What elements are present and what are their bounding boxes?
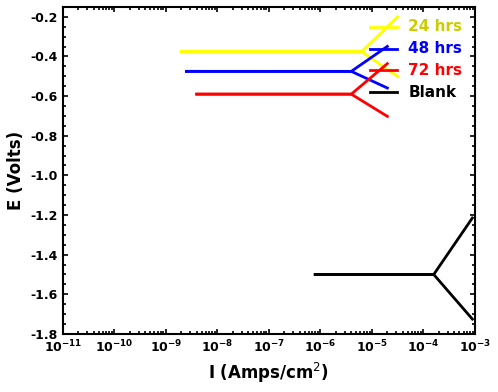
- 72 hrs: [209, 92, 215, 96]
- 24 hrs: [196, 49, 202, 54]
- Blank: [361, 272, 367, 277]
- 24 hrs: [251, 49, 257, 54]
- Blank: [324, 272, 330, 277]
- Line: 24 hrs: 24 hrs: [181, 17, 398, 51]
- 24 hrs: [178, 49, 184, 54]
- 48 hrs: [378, 48, 384, 53]
- Legend: 24 hrs, 48 hrs, 72 hrs, Blank: 24 hrs, 48 hrs, 72 hrs, Blank: [364, 14, 468, 106]
- 48 hrs: [384, 44, 390, 49]
- Blank: [463, 225, 469, 230]
- Blank: [312, 272, 318, 277]
- 48 hrs: [183, 69, 189, 74]
- 72 hrs: [378, 66, 384, 71]
- 72 hrs: [194, 92, 200, 96]
- Line: 72 hrs: 72 hrs: [197, 64, 387, 94]
- 72 hrs: [384, 61, 390, 66]
- 72 hrs: [256, 92, 262, 96]
- 72 hrs: [201, 92, 207, 96]
- 48 hrs: [191, 69, 197, 74]
- Y-axis label: E (Volts): E (Volts): [7, 131, 25, 210]
- Line: 48 hrs: 48 hrs: [186, 46, 387, 71]
- Blank: [318, 272, 324, 277]
- Blank: [383, 272, 389, 277]
- 24 hrs: [186, 49, 192, 54]
- 24 hrs: [388, 20, 394, 25]
- Line: Blank: Blank: [315, 218, 473, 274]
- X-axis label: I (Amps/cm$^2$): I (Amps/cm$^2$): [208, 361, 329, 385]
- Blank: [470, 216, 476, 220]
- 72 hrs: [287, 92, 293, 96]
- 48 hrs: [369, 54, 375, 59]
- 24 hrs: [287, 49, 293, 54]
- 48 hrs: [283, 69, 289, 74]
- 72 hrs: [369, 74, 375, 79]
- 24 hrs: [379, 29, 385, 34]
- Blank: [453, 240, 459, 244]
- 48 hrs: [250, 69, 256, 74]
- 24 hrs: [395, 15, 401, 19]
- 48 hrs: [199, 69, 205, 74]
